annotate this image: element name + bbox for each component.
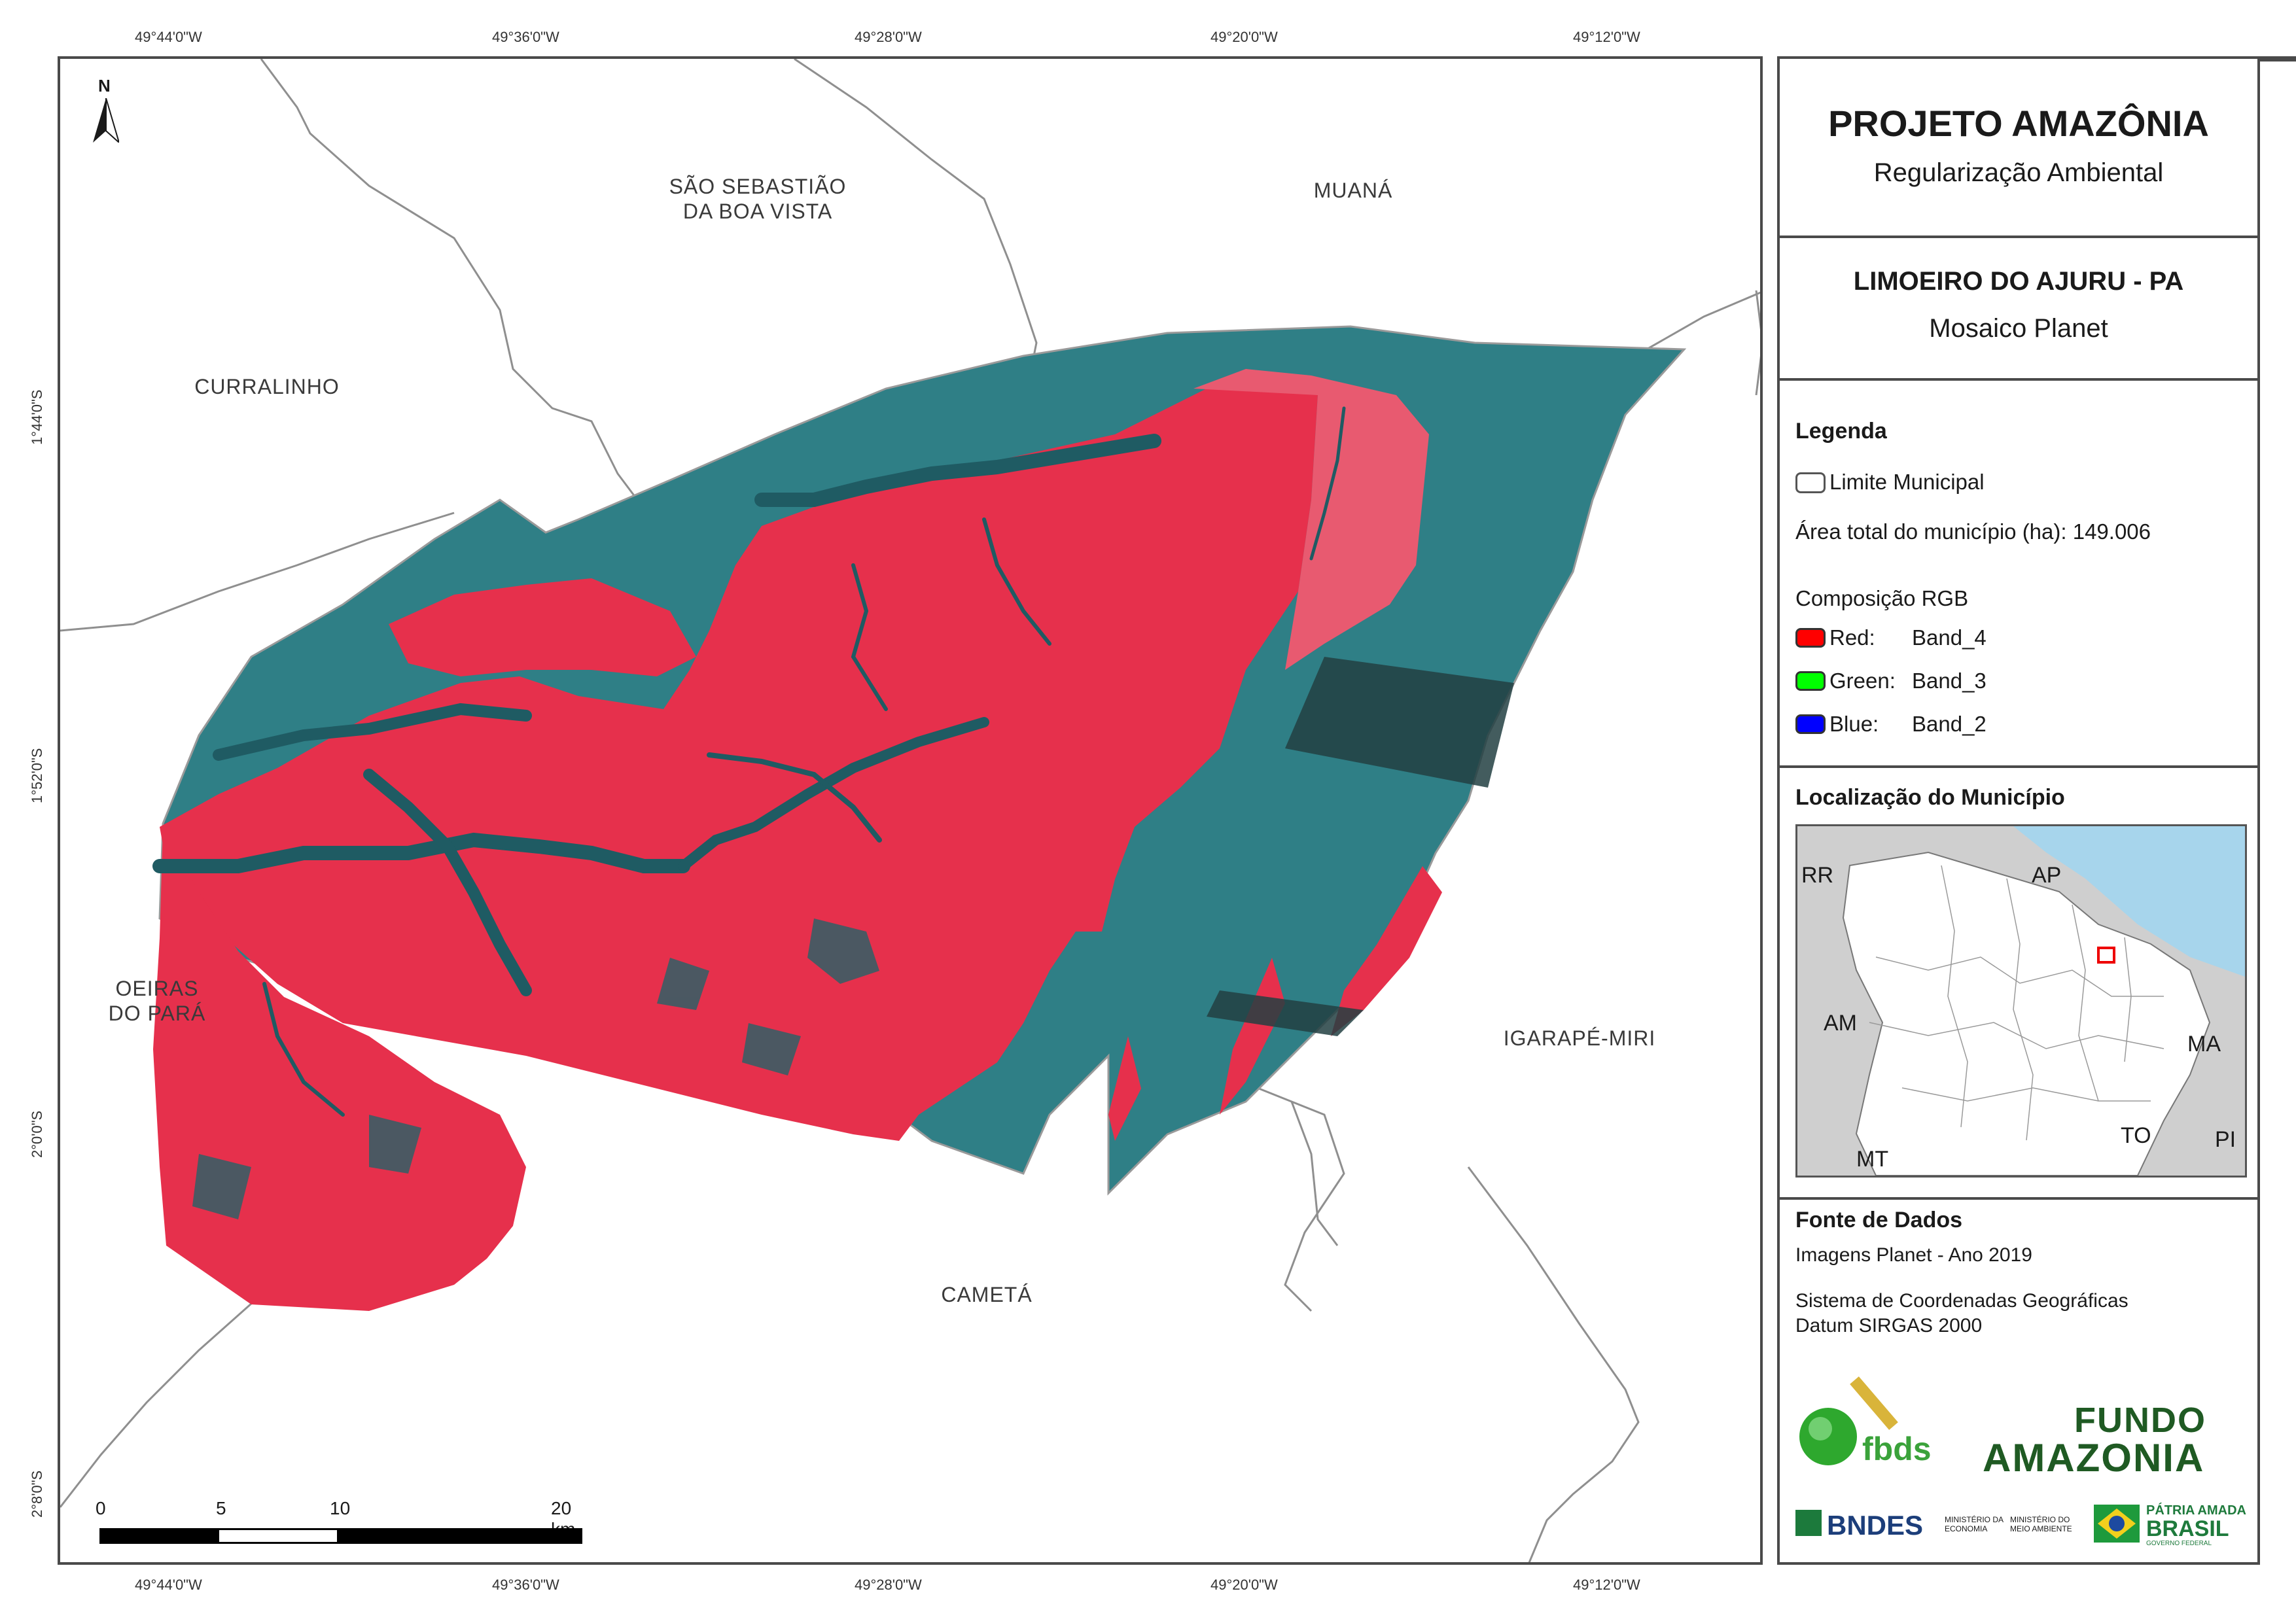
- sources-line1: Imagens Planet - Ano 2019: [1795, 1244, 2032, 1266]
- fundo-amazonia-logo: FUNDO AMAZONIA: [1976, 1400, 2251, 1480]
- band-blue-channel: Blue:: [1829, 712, 1879, 736]
- coord-bottom-2: 49°36'0"W: [492, 1577, 559, 1593]
- band-red-name: Band_4: [1912, 625, 1987, 650]
- state-to: TO: [2121, 1123, 2151, 1148]
- fundo-text: FUNDO: [2074, 1401, 2206, 1440]
- coord-left-4: 2°8'0"S: [29, 1470, 45, 1518]
- state-ma: MA: [2187, 1032, 2221, 1056]
- legend-title: Legenda: [1795, 419, 1887, 444]
- side-panel: PROJETO AMAZÔNIA Regularização Ambiental…: [1777, 56, 2260, 1565]
- scale-bar-track: [99, 1528, 582, 1544]
- coord-bottom-1: 49°44'0"W: [135, 1577, 202, 1593]
- band-green-channel: Green:: [1829, 669, 1896, 693]
- place-cameta: CAMETÁ: [941, 1283, 1033, 1306]
- project-title: PROJETO AMAZÔNIA: [1828, 103, 2209, 144]
- coord-left-3: 2°0'0"S: [29, 1110, 45, 1158]
- inner-rivers: [152, 406, 1346, 1117]
- bndes-icon: [1795, 1510, 1822, 1536]
- coord-left-1: 1°44'0"S: [29, 389, 45, 445]
- band-green-name: Band_3: [1912, 669, 1987, 693]
- coord-bottom-5: 49°12'0"W: [1573, 1577, 1640, 1593]
- place-oeiras: OEIRAS DO PARÁ: [108, 977, 206, 1025]
- place-muana: MUANÁ: [1313, 179, 1393, 202]
- sources-line2: Sistema de Coordenadas Geográficas: [1795, 1290, 2128, 1312]
- fbds-text: fbds: [1862, 1431, 1932, 1467]
- scale-bar: 0 5 10 20 km: [80, 1498, 582, 1557]
- state-am: AM: [1824, 1011, 1857, 1036]
- rgb-title: Composição RGB: [1795, 586, 1969, 610]
- sources-line3: Datum SIRGAS 2000: [1795, 1315, 1983, 1336]
- state-mt: MT: [1856, 1147, 1889, 1172]
- bndes-text: BNDES: [1827, 1510, 1924, 1541]
- coord-top-1: 49°44'0"W: [135, 29, 202, 45]
- area-label: Área total do município (ha): 149.006: [1795, 519, 2151, 544]
- scale-label-5: 5: [216, 1498, 226, 1518]
- fbds-logo: fbds: [1795, 1374, 1966, 1467]
- limit-label: Limite Municipal: [1829, 470, 1985, 494]
- patria-line1: PÁTRIA AMADA: [2146, 1503, 2246, 1518]
- mosaic-label: Mosaico Planet: [1929, 314, 2108, 343]
- scale-label-0: 0: [96, 1498, 106, 1518]
- place-sao-sebastiao: SÃO SEBASTIÃO DA BOA VISTA: [669, 175, 847, 223]
- place-igarape-miri: IGARAPÉ-MIRI: [1503, 1026, 1656, 1050]
- state-pi: PI: [2215, 1127, 2236, 1152]
- coord-top-3: 49°28'0"W: [855, 29, 922, 45]
- location-title: Localização do Município: [1795, 785, 2065, 810]
- sources-title: Fonte de Dados: [1795, 1208, 1963, 1232]
- satellite-map[interactable]: [60, 59, 1760, 1562]
- patria-line3: GOVERNO FEDERAL: [2146, 1540, 2212, 1547]
- amazonia-text: AMAZONIA: [1983, 1436, 2205, 1480]
- north-arrow-icon: [93, 98, 119, 143]
- imagery-strips: [1207, 657, 1514, 1036]
- band-green-swatch: [1795, 671, 1826, 691]
- north-arrow: N: [86, 76, 126, 148]
- bndes-logo: BNDES: [1795, 1505, 1933, 1544]
- band-blue-swatch: [1795, 714, 1826, 734]
- band-blue-name: Band_2: [1912, 712, 1987, 736]
- coord-left-2: 1°52'0"S: [29, 748, 45, 803]
- ministerio-economia: MINISTÉRIO DA ECONOMIA: [1945, 1515, 2004, 1533]
- title-block: PROJETO AMAZÔNIA Regularização Ambiental: [1780, 59, 2257, 238]
- patria-amada-logo: PÁTRIA AMADA BRASIL GOVERNO FEDERAL: [2094, 1502, 2251, 1548]
- land-vegetation: [153, 369, 1442, 1311]
- municipality-block: LIMOEIRO DO AJURU - PA Mosaico Planet: [1780, 236, 2257, 381]
- fbds-logo-icon: [1799, 1376, 1898, 1465]
- scale-label-10: 10: [330, 1498, 351, 1518]
- place-curralinho: CURRALINHO: [194, 375, 340, 398]
- band-red-swatch: [1795, 628, 1826, 648]
- coord-top-5: 49°12'0"W: [1573, 29, 1640, 45]
- coord-top-2: 49°36'0"W: [492, 29, 559, 45]
- state-rr: RR: [1801, 863, 1834, 888]
- location-inset-map[interactable]: RR AP AM MA TO PI MT: [1795, 824, 2247, 1178]
- ministerio-ambiente: MINISTÉRIO DO MEIO AMBIENTE: [2010, 1515, 2072, 1533]
- municipal-boundaries: [60, 59, 1760, 1562]
- state-ap: AP: [2032, 863, 2062, 888]
- north-label: N: [98, 76, 111, 96]
- coord-bottom-3: 49°28'0"W: [855, 1577, 922, 1593]
- coord-top-4: 49°20'0"W: [1210, 29, 1278, 45]
- band-red-channel: Red:: [1829, 625, 1875, 650]
- location-map-svg: [1797, 826, 2245, 1176]
- brazil-flag-icon: [2094, 1505, 2140, 1543]
- project-subtitle: Regularização Ambiental: [1873, 158, 2164, 187]
- patria-line2: BRASIL: [2146, 1516, 2229, 1541]
- map-frame[interactable]: N SÃO SEBASTIÃO DA BOA VISTA MUANÁ CURRA…: [58, 56, 1763, 1565]
- forest-patches: [192, 918, 879, 1219]
- coord-bottom-4: 49°20'0"W: [1210, 1577, 1278, 1593]
- limit-swatch: [1795, 472, 1826, 493]
- municipality-name: LIMOEIRO DO AJURU - PA: [1853, 267, 2184, 296]
